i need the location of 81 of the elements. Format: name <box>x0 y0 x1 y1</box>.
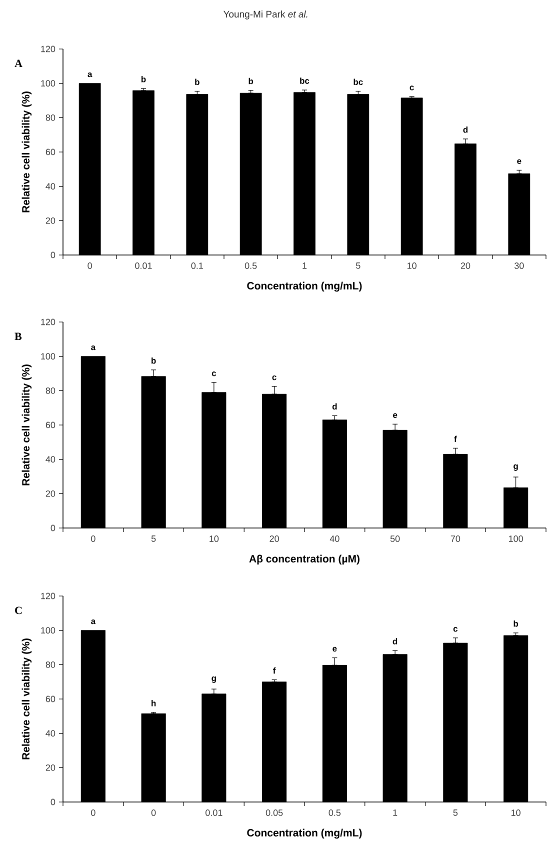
y-tick-label: 100 <box>41 353 56 360</box>
x-tick-label: 20 <box>460 262 470 269</box>
x-tick-label: 30 <box>514 262 524 269</box>
data-label: b <box>152 357 156 364</box>
data-label: c <box>410 86 414 90</box>
x-tick-label: 100 <box>508 536 523 542</box>
data-label: c <box>212 372 216 376</box>
x-tick-label: 0.05 <box>266 810 283 816</box>
y-axis-title: Relative cell viability (%) <box>22 638 32 760</box>
y-axis-title: Relative cell viability (%) <box>22 364 32 486</box>
x-tick-label: 0.01 <box>206 810 222 816</box>
data-label: bc <box>300 78 310 84</box>
x-tick-label: 5 <box>151 536 156 542</box>
x-tick-label: 40 <box>330 536 340 542</box>
y-tick-label: 0 <box>50 252 56 258</box>
data-label: f <box>454 436 457 442</box>
data-label: a <box>91 619 96 624</box>
data-label: b <box>248 78 254 84</box>
y-tick-label: 20 <box>46 490 56 497</box>
x-tick-label: 1 <box>302 262 307 269</box>
x-tick-label: 5 <box>356 262 360 269</box>
x-tick-label: 0 <box>91 810 96 816</box>
y-axis-title: Relative cell viability (%) <box>22 92 32 212</box>
y-tick-label: 80 <box>46 661 56 668</box>
data-label: b <box>141 76 146 82</box>
y-tick-label: 120 <box>41 318 56 326</box>
y-tick-label: 60 <box>46 422 56 428</box>
x-tick-label: 0.5 <box>328 810 341 816</box>
x-tick-label: 50 <box>390 536 400 542</box>
y-tick-label: 100 <box>41 627 56 634</box>
data-label: b <box>514 620 518 627</box>
y-tick-label: 0 <box>50 798 56 806</box>
y-tick-label: 60 <box>46 696 56 702</box>
data-label: a <box>91 345 96 350</box>
text: C <box>15 606 22 614</box>
x-tick-label: 0.1 <box>191 262 203 269</box>
data-label: g <box>514 464 518 471</box>
data-label: a <box>88 72 92 78</box>
data-label: d <box>463 126 468 133</box>
y-tick-label: 60 <box>46 148 56 156</box>
x-tick-label: 0 <box>88 262 92 269</box>
data-label: c <box>453 627 458 632</box>
data-label: d <box>392 638 398 644</box>
x-tick-label: 10 <box>210 536 219 542</box>
y-tick-label: 100 <box>41 80 56 87</box>
y-tick-label: 40 <box>46 730 56 737</box>
y-tick-label: 120 <box>41 46 56 52</box>
data-label: d <box>332 403 337 410</box>
data-label: e <box>332 646 337 652</box>
data-label: g <box>212 676 216 683</box>
data-label: b <box>195 78 200 86</box>
y-tick-label: 40 <box>46 183 56 190</box>
text: B <box>14 332 22 340</box>
x-tick-label: 0 <box>151 810 156 816</box>
y-tick-label: 20 <box>46 764 56 771</box>
x-tick-label: 20 <box>270 536 279 542</box>
y-tick-label: 80 <box>46 387 56 394</box>
x-axis-title: Concentration (mg/mL) <box>247 282 362 292</box>
y-tick-label: 20 <box>46 217 56 224</box>
data-label: c <box>272 376 276 380</box>
x-tick-label: 5 <box>453 810 458 816</box>
x-axis-title: Concentration (mg/mL) <box>247 828 362 839</box>
x-axis-title: Aβ concentration (µM) <box>249 554 360 565</box>
text: A <box>14 60 22 68</box>
data-label: e <box>517 159 522 164</box>
text: Young-Mi Park et al. <box>223 10 308 20</box>
data-label: e <box>393 413 398 418</box>
y-tick-label: 0 <box>50 524 56 532</box>
x-tick-label: 0.01 <box>135 262 152 269</box>
x-tick-label: 0.5 <box>244 262 257 269</box>
x-tick-label: 10 <box>512 810 520 816</box>
x-tick-label: 0 <box>91 536 96 542</box>
y-tick-label: 120 <box>41 592 56 600</box>
x-tick-label: 70 <box>450 536 460 542</box>
x-tick-label: 10 <box>408 262 416 269</box>
x-tick-label: 1 <box>393 810 398 816</box>
y-tick-label: 40 <box>46 456 56 463</box>
data-label: h <box>152 700 156 706</box>
data-label: bc <box>354 78 363 86</box>
y-tick-label: 80 <box>46 114 56 121</box>
data-label: f <box>273 667 276 674</box>
